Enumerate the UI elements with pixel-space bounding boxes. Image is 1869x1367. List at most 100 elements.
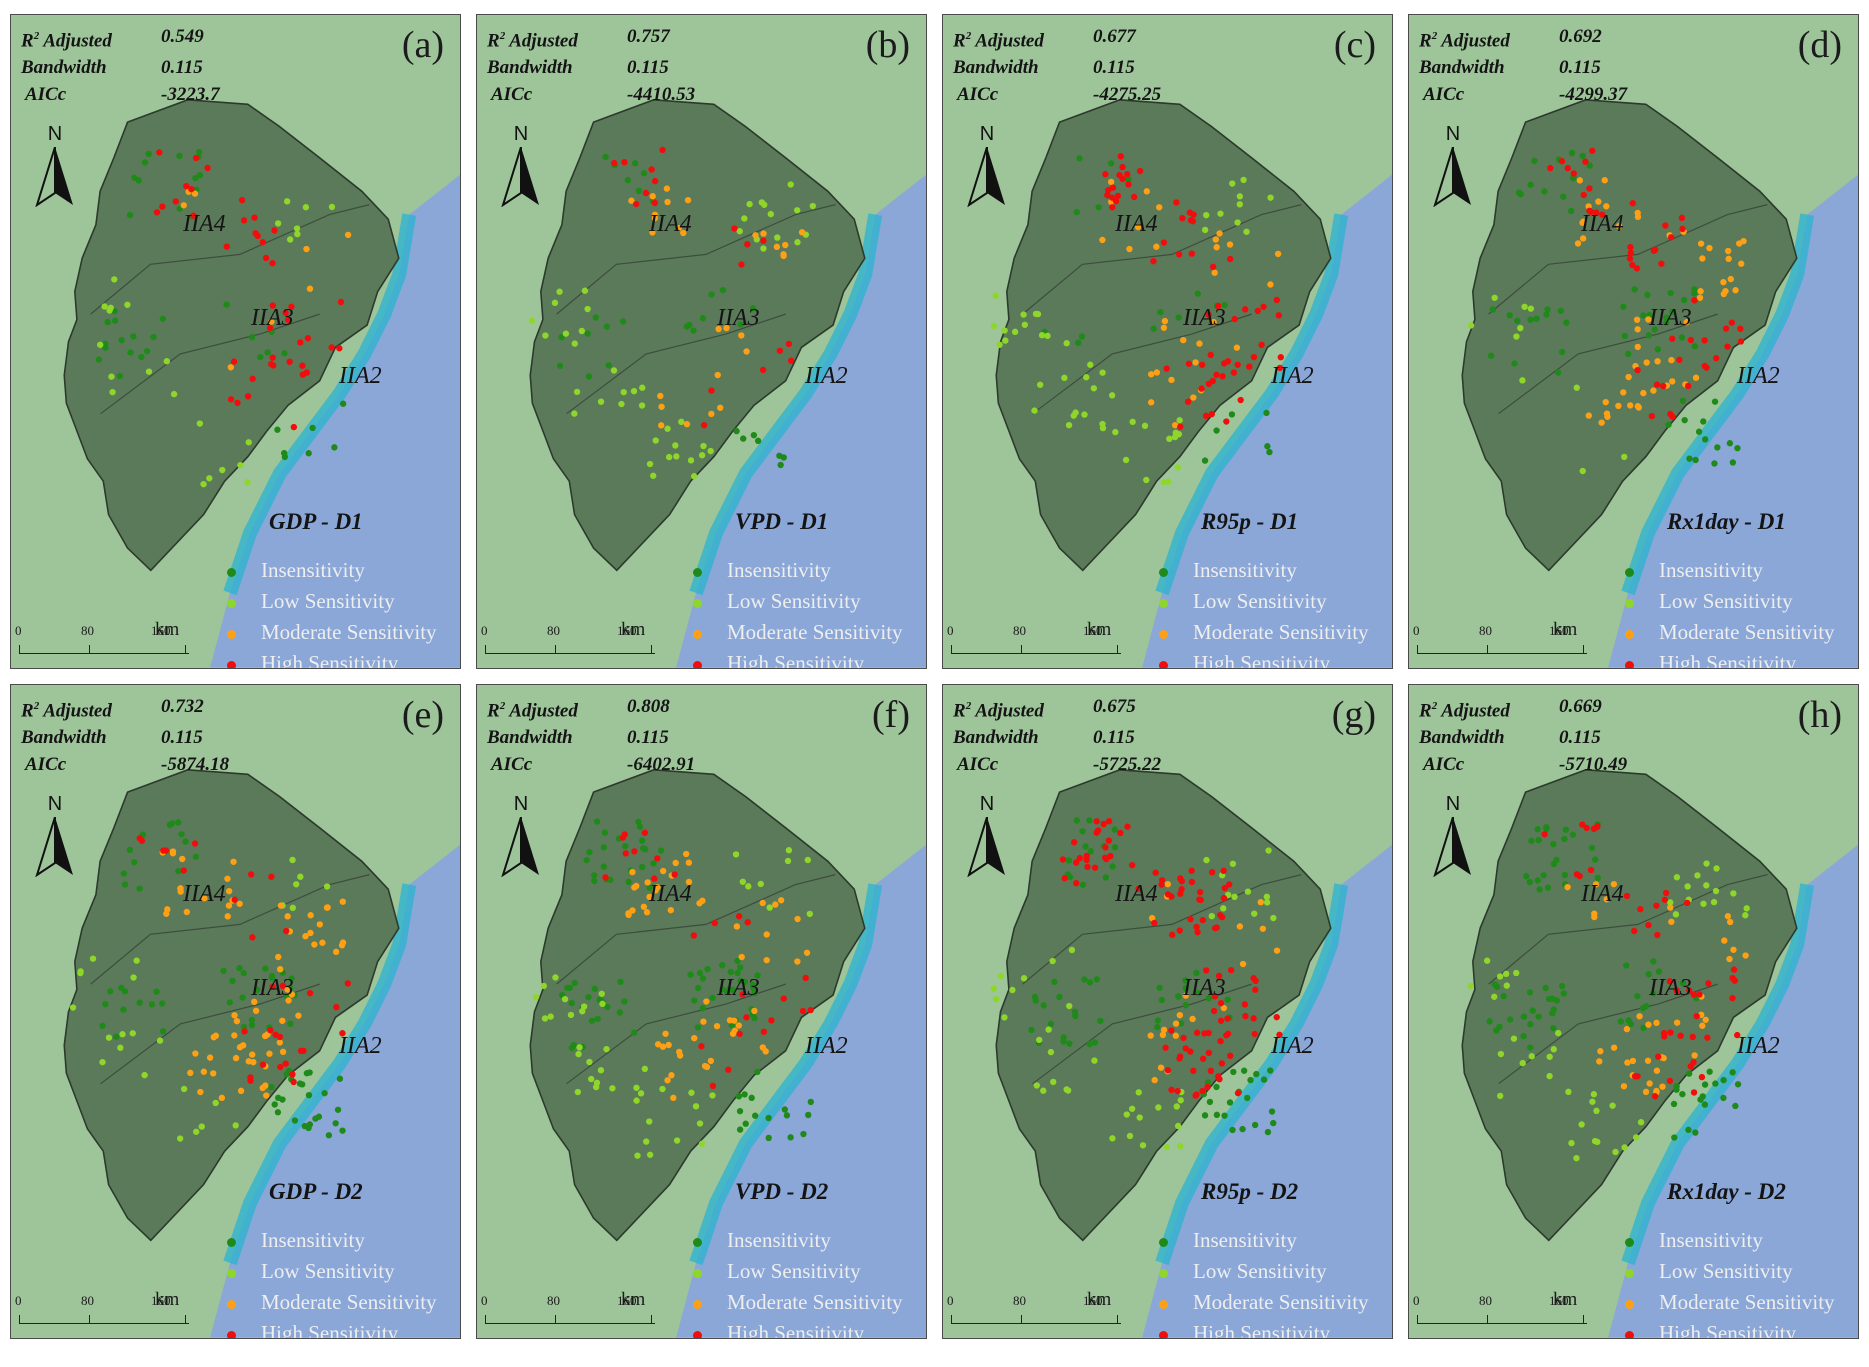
sample-point [1147, 371, 1155, 378]
sample-point [307, 929, 314, 937]
legend-label: Insensitivity [1659, 1228, 1763, 1252]
sample-point [638, 402, 646, 409]
sample-point [1134, 223, 1142, 231]
sample-point [248, 334, 256, 341]
sample-point [650, 472, 657, 479]
sample-point [344, 231, 352, 239]
sample-point [297, 873, 304, 880]
sample-point [259, 1084, 266, 1092]
sample-point [1573, 1154, 1580, 1162]
sample-point [1587, 866, 1595, 874]
sample-point [1659, 1083, 1666, 1090]
sample-point [1250, 975, 1257, 982]
sample-point [1624, 1059, 1631, 1066]
sample-point [1172, 1020, 1180, 1027]
north-arrow: N [1429, 123, 1477, 227]
sample-point [1111, 844, 1119, 851]
sample-point [738, 261, 745, 268]
north-arrow-icon [1433, 147, 1471, 207]
sample-point [290, 1078, 297, 1086]
stat-r2-label: R2 Adjusted [953, 693, 1093, 724]
sample-point [1640, 312, 1647, 319]
sample-point [625, 878, 632, 886]
sample-point [307, 912, 314, 919]
sample-point [251, 998, 258, 1006]
scale-tick-label: 0 [15, 1293, 22, 1308]
region-label-iia3: IIA3 [1183, 305, 1226, 331]
sample-point [1179, 214, 1186, 222]
stat-r2-word: Adjusted [975, 700, 1044, 722]
sample-point [787, 1134, 794, 1141]
sample-point [295, 1012, 302, 1019]
sample-point [1226, 881, 1233, 888]
sample-point [1527, 305, 1535, 312]
sample-point [1621, 332, 1628, 340]
sample-point [765, 1114, 772, 1122]
sample-point [692, 1103, 700, 1110]
sample-point [163, 358, 170, 365]
scale-tick-label: 0 [481, 1293, 488, 1308]
sample-point [1268, 1108, 1276, 1115]
sample-point [182, 838, 189, 845]
sample-point [1540, 872, 1547, 879]
sample-point [201, 895, 208, 902]
legend-swatch [693, 1238, 702, 1247]
sample-point [787, 357, 795, 364]
sample-point [1068, 946, 1076, 954]
sample-point [1224, 996, 1231, 1003]
legend-label: High Sensitivity [727, 1321, 865, 1339]
sample-point [641, 1065, 649, 1073]
sample-point [1246, 363, 1253, 370]
scale-tick-label: 160 [1083, 1293, 1103, 1308]
sample-point [1244, 888, 1252, 895]
sample-point [245, 439, 252, 446]
region-label-iia4: IIA4 [183, 881, 226, 907]
sample-point [735, 1022, 743, 1029]
sample-point [239, 1042, 247, 1049]
sample-point [1128, 1105, 1136, 1112]
scale-unit: km [155, 1289, 180, 1310]
north-arrow-label: N [979, 793, 995, 815]
sample-point [800, 1130, 807, 1138]
panel-title: VPD - D1 [735, 509, 829, 534]
sample-point [1689, 1033, 1696, 1041]
sample-point [1147, 1032, 1154, 1039]
sample-point [1615, 402, 1622, 410]
sample-point [1703, 860, 1710, 867]
sample-point [1721, 937, 1728, 944]
sample-point [648, 166, 655, 173]
sample-point [1591, 856, 1599, 863]
sample-point [1690, 1089, 1698, 1096]
sample-point [271, 227, 278, 234]
sample-point [571, 410, 578, 417]
sample-point [1497, 1050, 1505, 1058]
sample-point [685, 859, 693, 866]
scale-tick [185, 1315, 186, 1323]
sample-point [1491, 294, 1498, 301]
sample-point [1663, 314, 1670, 321]
sample-point [562, 330, 570, 337]
legend-swatch [1625, 630, 1634, 639]
sample-point [1126, 1132, 1134, 1140]
sample-point [1166, 435, 1173, 443]
sample-point [1669, 378, 1676, 385]
stat-aicc-value: -4299.37 [1559, 84, 1628, 106]
sample-point [749, 305, 757, 312]
sample-point [274, 426, 281, 433]
sample-point [1218, 1060, 1226, 1067]
north-arrow: N [497, 123, 545, 227]
legend-label: Moderate Sensitivity [261, 620, 437, 644]
sample-point [1173, 1103, 1180, 1110]
sample-point [268, 318, 275, 325]
sample-point [726, 1017, 734, 1024]
sample-point [1579, 467, 1586, 475]
region-label-iia3: IIA3 [1649, 975, 1692, 1001]
sample-point [1211, 993, 1219, 1000]
sample-point [1596, 1058, 1603, 1065]
sample-point [1273, 1013, 1280, 1021]
sample-point [99, 1022, 106, 1030]
stat-aicc-value: -4410.53 [627, 84, 696, 106]
scale-bar: 0 80 160 km [15, 1289, 215, 1331]
sample-point [1243, 228, 1250, 235]
sample-point [269, 983, 276, 990]
